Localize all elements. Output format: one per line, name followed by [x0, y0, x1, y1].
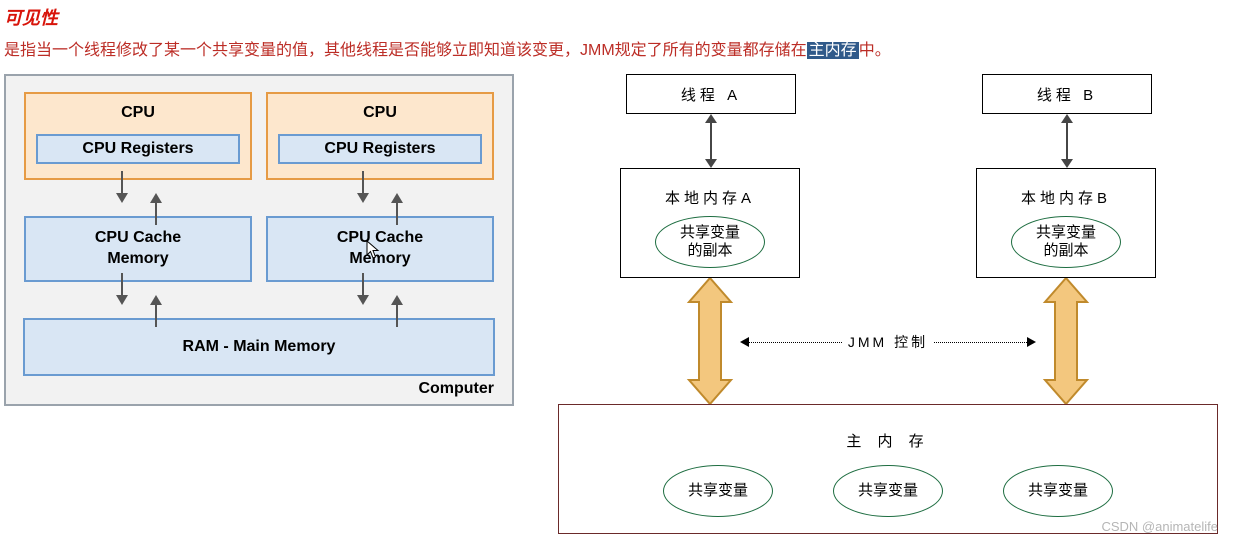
jmm-diagram: 线程 A 线程 B 本地内存A 共享变量的副本 本地内存B 共享变量的副本	[554, 74, 1224, 536]
shared-var-ellipse-3: 共享变量	[1003, 465, 1113, 517]
computer-diagram: CPU CPU Registers CPU CPU Registers CPU …	[4, 74, 514, 406]
cache-row: CPU CacheMemory CPU CacheMemory	[18, 216, 500, 282]
arrow-up-icon	[150, 295, 162, 305]
desc-after: 中。	[859, 42, 891, 59]
arrow-down-icon	[116, 193, 128, 203]
thread-a-box: 线程 A	[626, 74, 796, 114]
arrow-down-icon	[357, 295, 369, 305]
computer-label: Computer	[18, 376, 500, 398]
double-arrow-a1	[699, 114, 723, 168]
local-b-ellipse: 共享变量的副本	[1011, 216, 1121, 268]
local-a-title: 本地内存A	[665, 187, 755, 208]
jmm-control-label: JMM 控制	[740, 332, 1036, 352]
arrow-up-icon	[391, 295, 403, 305]
local-mem-b-box: 本地内存B 共享变量的副本	[976, 168, 1156, 278]
cache-box-2: CPU CacheMemory	[266, 216, 494, 282]
arrow-row-2	[18, 282, 500, 318]
diagram-row: CPU CPU Registers CPU CPU Registers CPU …	[4, 74, 1255, 536]
cpu-block-1: CPU CPU Registers	[24, 92, 252, 180]
arrow-down-icon	[116, 295, 128, 305]
cpu-row: CPU CPU Registers CPU CPU Registers	[18, 92, 500, 180]
arrow-up-icon	[150, 193, 162, 203]
shared-var-ellipse-1: 共享变量	[663, 465, 773, 517]
cache-box-1: CPU CacheMemory	[24, 216, 252, 282]
local-mem-a-box: 本地内存A 共享变量的副本	[620, 168, 800, 278]
main-memory-title: 主 内 存	[846, 430, 929, 451]
ram-box: RAM - Main Memory	[23, 318, 495, 376]
desc-before: 是指当一个线程修改了某一个共享变量的值，其他线程是否能够立即知道该变更，JMM规…	[4, 42, 807, 59]
cpu-label-2: CPU	[278, 104, 482, 122]
desc-highlight: 主内存	[807, 42, 859, 59]
dot-arrow-right-icon	[1027, 337, 1036, 347]
dot-arrow-left-icon	[740, 337, 749, 347]
watermark: CSDN @animatelife	[1101, 519, 1218, 534]
thread-b-box: 线程 B	[982, 74, 1152, 114]
main-memory-box: 主 内 存 共享变量 共享变量 共享变量	[558, 404, 1218, 534]
section-title: 可见性	[4, 4, 1255, 30]
arrow-down-icon	[357, 193, 369, 203]
double-arrow-b1	[1055, 114, 1079, 168]
cpu-registers-2: CPU Registers	[278, 134, 482, 164]
big-arrow-b	[1039, 278, 1093, 404]
arrow-up-icon	[391, 193, 403, 203]
local-b-title: 本地内存B	[1021, 187, 1111, 208]
cpu-block-2: CPU CPU Registers	[266, 92, 494, 180]
section-description: 是指当一个线程修改了某一个共享变量的值，其他线程是否能够立即知道该变更，JMM规…	[4, 36, 1255, 60]
local-a-ellipse: 共享变量的副本	[655, 216, 765, 268]
arrow-row-1	[18, 180, 500, 216]
big-arrow-a	[683, 278, 737, 404]
ellipse-row: 共享变量 共享变量 共享变量	[663, 465, 1113, 517]
cpu-label-1: CPU	[36, 104, 240, 122]
shared-var-ellipse-2: 共享变量	[833, 465, 943, 517]
cpu-registers-1: CPU Registers	[36, 134, 240, 164]
